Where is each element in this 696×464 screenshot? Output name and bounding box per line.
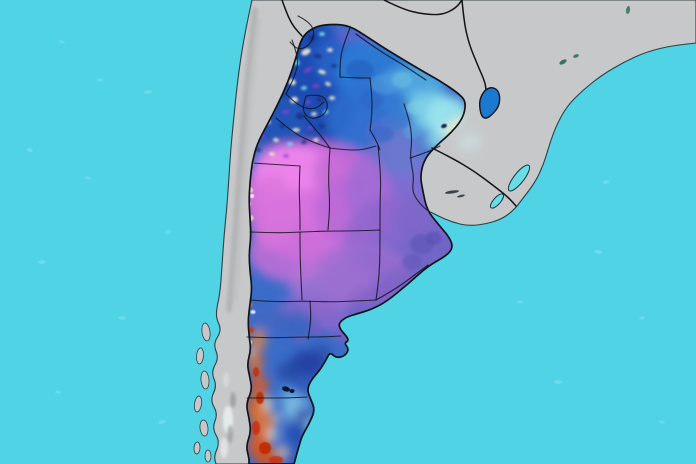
misiones-province xyxy=(478,87,501,119)
country-borders xyxy=(281,0,517,207)
province-borders xyxy=(246,15,441,399)
andes-relief xyxy=(226,7,261,313)
patagonia-icefields xyxy=(220,373,236,458)
coastal-lagoons xyxy=(489,164,531,209)
chilean-islands xyxy=(193,322,212,463)
brazil-lakes xyxy=(559,6,631,65)
ocean-speckles xyxy=(27,40,665,425)
argentina-border-outline xyxy=(246,23,466,464)
inland-lakes xyxy=(282,190,465,393)
